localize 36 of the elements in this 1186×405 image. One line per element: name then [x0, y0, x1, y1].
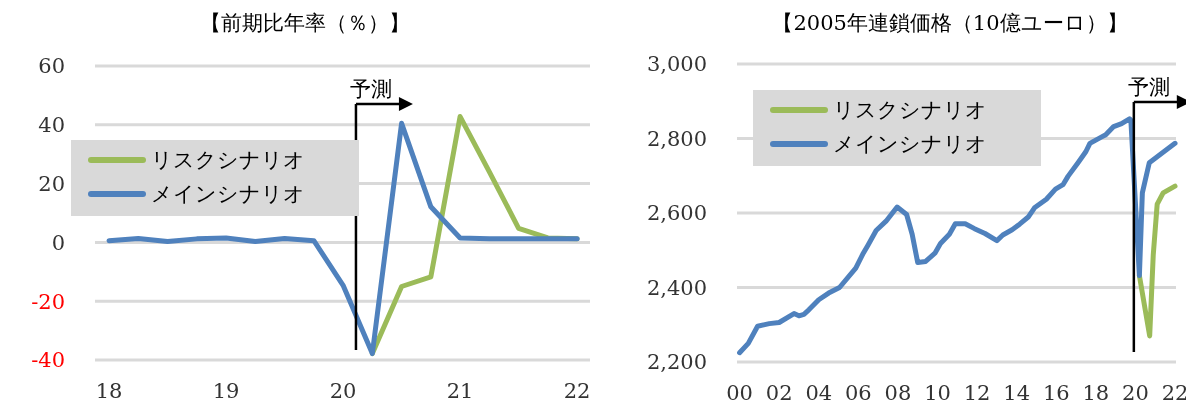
legend-label: メインシナリオ [151, 182, 305, 207]
ref-line-label: 予測 [1127, 75, 1170, 99]
y-tick-label: 40 [38, 113, 65, 138]
legend-label: リスクシナリオ [151, 148, 305, 173]
legend-label: リスクシナリオ [833, 98, 987, 123]
x-tick-label: 16 [1042, 381, 1070, 405]
chart-title: 【2005年連鎖価格（10億ユーロ）】 [772, 11, 1128, 35]
x-tick-label: 08 [884, 381, 912, 405]
x-tick-label: 06 [844, 381, 872, 405]
y-tick-label: 20 [38, 171, 65, 196]
chart-title: 【前期比年率（％）】 [200, 11, 410, 35]
x-tick-label: 22 [1161, 381, 1186, 405]
y-tick-label: -40 [31, 348, 65, 373]
y-tick-label: 3,000 [646, 52, 707, 77]
x-tick-label: 12 [963, 381, 991, 405]
x-tick-label: 22 [563, 379, 591, 403]
y-tick-label: 2,800 [646, 126, 707, 151]
legend-label: メインシナリオ [833, 132, 987, 157]
y-tick-label: 60 [38, 54, 65, 79]
x-tick-label: 19 [212, 379, 240, 403]
x-tick-label: 20 [1122, 381, 1149, 405]
y-tick-label: 2,200 [646, 350, 707, 375]
x-tick-label: 00 [726, 381, 753, 405]
x-tick-label: 18 [95, 379, 123, 403]
ref-line-label: 予測 [349, 77, 392, 101]
y-tick-label: 2,400 [646, 275, 707, 300]
x-tick-label: 04 [805, 381, 833, 405]
x-tick-label: 20 [329, 379, 357, 403]
y-tick-label: -20 [31, 289, 65, 314]
y-tick-label: 2,600 [646, 201, 707, 226]
x-tick-label: 02 [765, 381, 793, 405]
y-tick-label: 0 [51, 230, 65, 255]
x-tick-label: 10 [924, 381, 951, 405]
x-tick-label: 21 [446, 379, 474, 403]
x-tick-label: 18 [1082, 381, 1110, 405]
x-tick-label: 14 [1003, 381, 1031, 405]
